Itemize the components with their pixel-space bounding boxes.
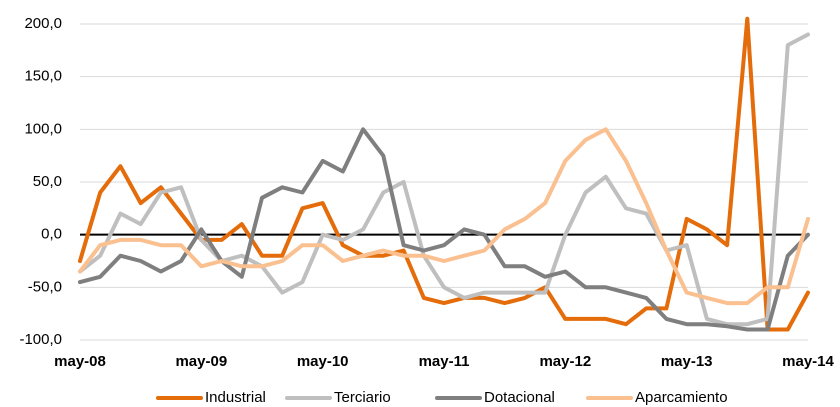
x-tick-label: may-08: [54, 353, 106, 370]
y-tick-label: 200,0: [24, 15, 62, 32]
x-tick-label: may-13: [661, 353, 713, 370]
series-line: [78, 127, 810, 306]
y-tick-label: 150,0: [24, 68, 62, 85]
y-tick-label: 50,0: [33, 173, 62, 190]
series-line: [78, 127, 810, 332]
legend-label: Terciario: [334, 389, 391, 406]
x-tick-label: may-11: [419, 353, 470, 370]
x-tick-label: may-09: [175, 353, 227, 370]
y-tick-label: 100,0: [24, 120, 62, 137]
legend-label: Industrial: [205, 389, 266, 406]
x-tick-label: may-14: [782, 353, 834, 370]
x-tick-label: may-12: [539, 353, 591, 370]
y-tick-label: 0,0: [41, 226, 62, 243]
legend-label: Aparcamiento: [635, 389, 728, 406]
x-tick-label: may-10: [297, 353, 349, 370]
y-tick-label: -50,0: [28, 278, 62, 295]
y-tick-label: -100,0: [19, 331, 62, 348]
series-line: [78, 32, 810, 327]
legend-label: Dotacional: [484, 389, 555, 406]
